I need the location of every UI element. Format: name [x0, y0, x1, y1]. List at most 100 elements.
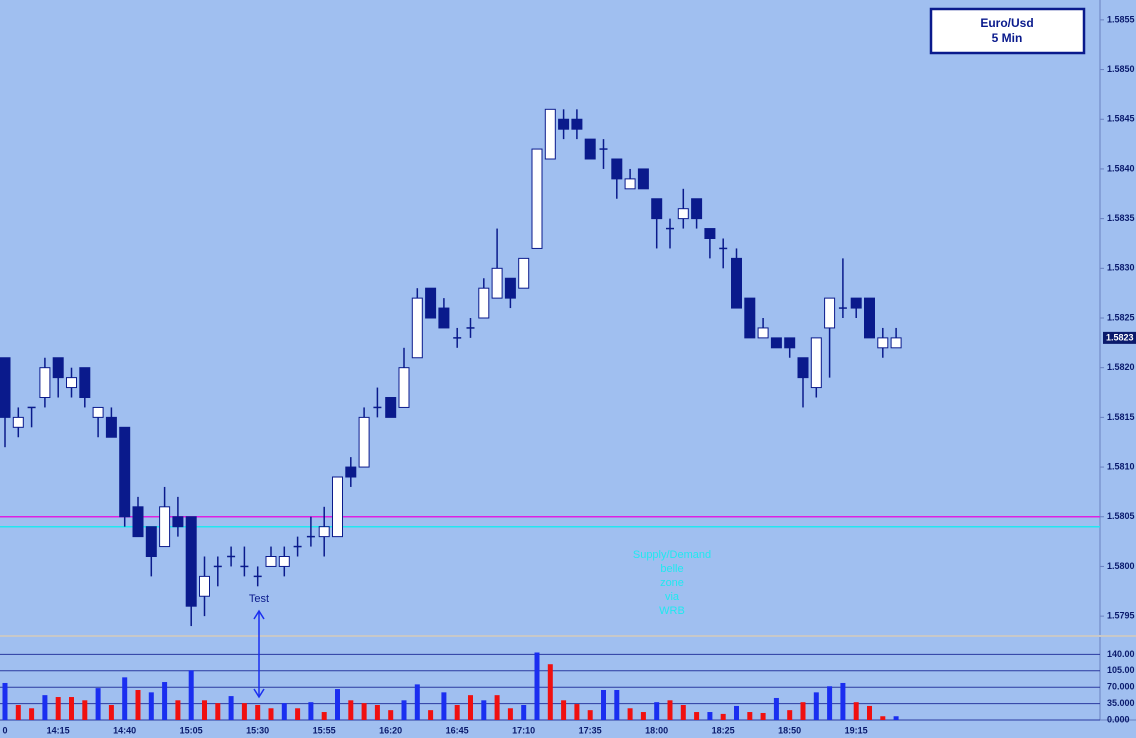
- note-text: via: [665, 591, 680, 603]
- volume-bar: [521, 705, 527, 720]
- volume-bar: [255, 705, 261, 720]
- candle-body: [584, 138, 596, 160]
- volume-bar: [308, 702, 314, 720]
- volume-bar: [122, 677, 128, 720]
- volume-bar: [15, 705, 21, 720]
- volume-bar: [2, 682, 8, 720]
- x-tick-label: 15:05: [180, 725, 203, 735]
- volume-bar: [321, 712, 327, 720]
- candle-body: [770, 337, 782, 349]
- volume-bar: [82, 700, 88, 720]
- volume-bar: [414, 684, 420, 720]
- volume-bar: [747, 712, 753, 720]
- volume-bar: [534, 652, 540, 720]
- volume-bar: [800, 702, 806, 720]
- y-tick-label: 1.5810: [1107, 461, 1135, 471]
- volume-bar: [348, 700, 354, 720]
- candle-body: [385, 397, 397, 418]
- candle-body: [624, 178, 636, 190]
- x-tick-label: 17:35: [579, 725, 602, 735]
- candle-body: [491, 267, 503, 299]
- candle-body: [531, 148, 543, 249]
- candle-body: [79, 367, 91, 398]
- volume-bar: [840, 682, 846, 720]
- volume-bar: [241, 703, 247, 720]
- volume-bar: [69, 697, 74, 720]
- candle-body: [39, 367, 51, 398]
- volume-bar: [601, 690, 606, 720]
- candle-body: [544, 108, 556, 160]
- volume-bar: [640, 712, 646, 720]
- x-tick-label: 16:45: [446, 725, 469, 735]
- candle-body: [0, 357, 11, 418]
- volume-bar: [587, 710, 593, 720]
- title-box: [929, 7, 1086, 55]
- candle-body: [185, 516, 197, 607]
- candle-body: [358, 416, 370, 468]
- volume-bar: [760, 712, 766, 720]
- volume-bar: [667, 700, 673, 720]
- candle-body: [784, 337, 796, 349]
- candle-body: [345, 466, 357, 478]
- y-tick-label: 70.000: [1107, 682, 1135, 692]
- candle-body: [797, 357, 809, 379]
- candle-body: [504, 277, 516, 299]
- y-tick-label: 1.5815: [1107, 412, 1135, 422]
- x-tick-label: 18:25: [712, 725, 735, 735]
- volume-bar: [773, 697, 779, 720]
- x-tick-label: 14:15: [47, 725, 70, 735]
- candle-body: [66, 377, 77, 389]
- y-tick-label: 1.5855: [1107, 14, 1135, 24]
- x-tick-label: 0: [2, 725, 7, 735]
- note-text: belle: [660, 563, 683, 575]
- volume-bar: [428, 710, 434, 720]
- volume-bar: [707, 712, 713, 720]
- y-tick-label: 1.5835: [1107, 213, 1135, 223]
- volume-bar: [574, 704, 580, 720]
- candle-body: [824, 297, 836, 329]
- candle-body: [318, 526, 330, 538]
- volume-bar: [135, 690, 141, 720]
- candle-body: [145, 526, 157, 557]
- y-tick-label: 1.5840: [1107, 163, 1135, 173]
- y-tick-label: 105.00: [1107, 665, 1135, 675]
- y-tick-label: 1.5800: [1107, 561, 1135, 571]
- volume-bar: [627, 708, 633, 720]
- volume-bar: [215, 703, 221, 720]
- volume-bar: [388, 710, 394, 720]
- candle-body: [92, 406, 104, 418]
- candle-body: [105, 416, 117, 438]
- candle-body: [332, 476, 343, 538]
- candle-body: [890, 337, 902, 349]
- x-tick-label: 18:00: [645, 725, 668, 735]
- candle-body: [132, 506, 144, 538]
- candle-body: [52, 357, 64, 379]
- volume-bar: [614, 690, 620, 720]
- candle-body: [757, 327, 769, 339]
- volume-bar: [441, 692, 447, 720]
- volume-bar: [880, 716, 886, 720]
- volume-bar: [55, 697, 61, 720]
- candle-body: [731, 257, 742, 309]
- x-tick-label: 16:20: [379, 725, 402, 735]
- x-tick-label: 18:50: [778, 725, 801, 735]
- volume-bar: [175, 700, 181, 720]
- volume-bar: [29, 708, 35, 720]
- candle-body: [172, 516, 184, 528]
- volume-bar: [374, 705, 380, 720]
- candle-body: [651, 198, 663, 220]
- candle-body: [518, 257, 530, 289]
- volume-bar: [42, 695, 48, 720]
- volume-bar: [268, 708, 274, 720]
- volume-bar: [893, 716, 899, 720]
- y-tick-label: 1.5825: [1107, 312, 1135, 322]
- volume-bar: [335, 689, 340, 720]
- note-text: Supply/Demand: [633, 549, 711, 561]
- volume-bar: [361, 703, 367, 720]
- volume-bar: [680, 705, 686, 720]
- candle-body: [159, 506, 171, 548]
- volume-bar: [734, 705, 739, 720]
- volume-bar: [481, 700, 487, 720]
- candle-body: [611, 158, 623, 180]
